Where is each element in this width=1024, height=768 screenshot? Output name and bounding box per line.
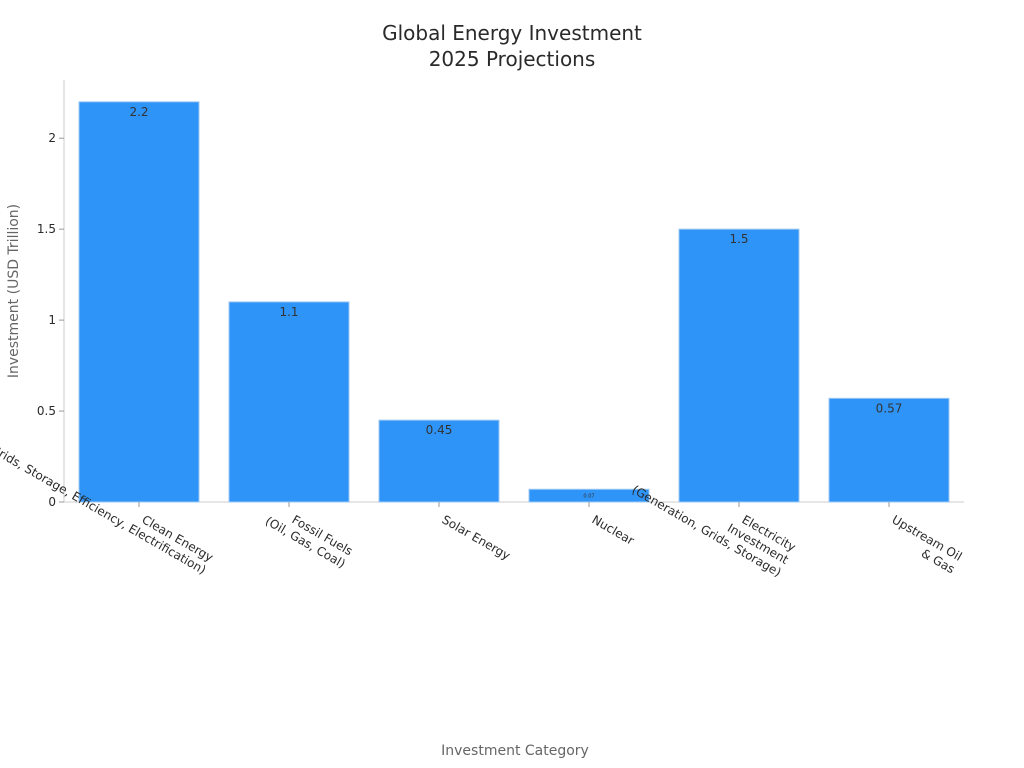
bar-data-label: 1.1: [279, 305, 298, 319]
bar-data-label: 0.45: [426, 423, 453, 437]
y-tick-label: 1: [48, 313, 56, 327]
y-tick-label: 2: [48, 131, 56, 145]
bar-data-label: 1.5: [729, 232, 748, 246]
x-tick-label: Nuclear: [590, 512, 637, 547]
x-tick-label: Fossil Fuels(Oil, Gas, Coal): [263, 501, 355, 571]
y-tick-label: 1.5: [37, 222, 56, 236]
bar-data-label: 2.2: [129, 105, 148, 119]
x-axis-title: Investment Category: [441, 743, 589, 759]
chart-title-line-2: 2025 Projections: [429, 47, 596, 71]
x-tick-label: Upstream Oil& Gas: [882, 512, 964, 576]
x-tick-label-line: Nuclear: [590, 512, 637, 547]
bar: [828, 397, 950, 503]
bar: [678, 228, 800, 503]
y-tick-label: 0: [48, 495, 56, 509]
chart-title-line-1: Global Energy Investment: [382, 21, 642, 45]
bar: [78, 101, 200, 503]
y-tick-label: 0.5: [37, 404, 56, 418]
bar: [228, 301, 350, 503]
x-tick-label: Solar Energy: [440, 512, 513, 562]
bar-data-label: 0.57: [876, 401, 903, 415]
bar: [378, 419, 500, 503]
y-axis-title: Investment (USD Trillion): [6, 204, 22, 378]
x-tick-label-line: Solar Energy: [440, 512, 513, 562]
bar-data-label: 0.07: [583, 493, 594, 499]
